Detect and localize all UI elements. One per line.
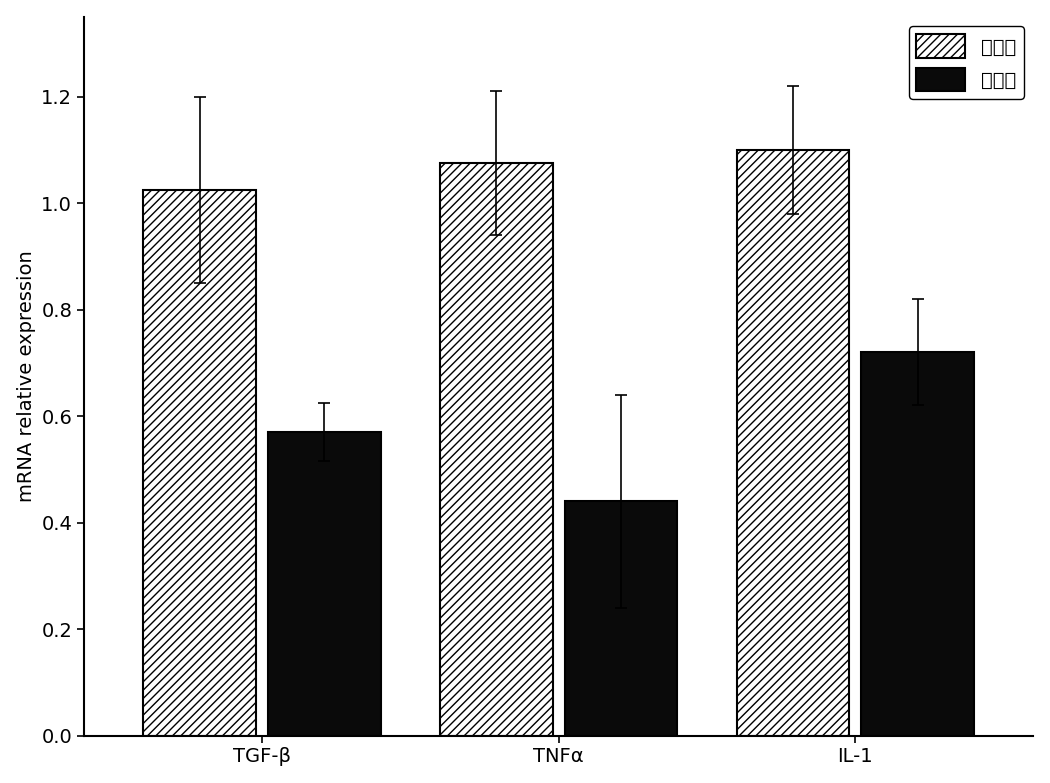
- Bar: [440, 163, 552, 735]
- Bar: [861, 352, 974, 735]
- Bar: [268, 432, 381, 735]
- Y-axis label: mRNA relative expression: mRNA relative expression: [17, 251, 36, 502]
- Bar: [565, 501, 677, 735]
- Legend: 对照组, 试验组: 对照组, 试验组: [908, 27, 1024, 99]
- Bar: [737, 150, 849, 735]
- Bar: [144, 189, 256, 735]
